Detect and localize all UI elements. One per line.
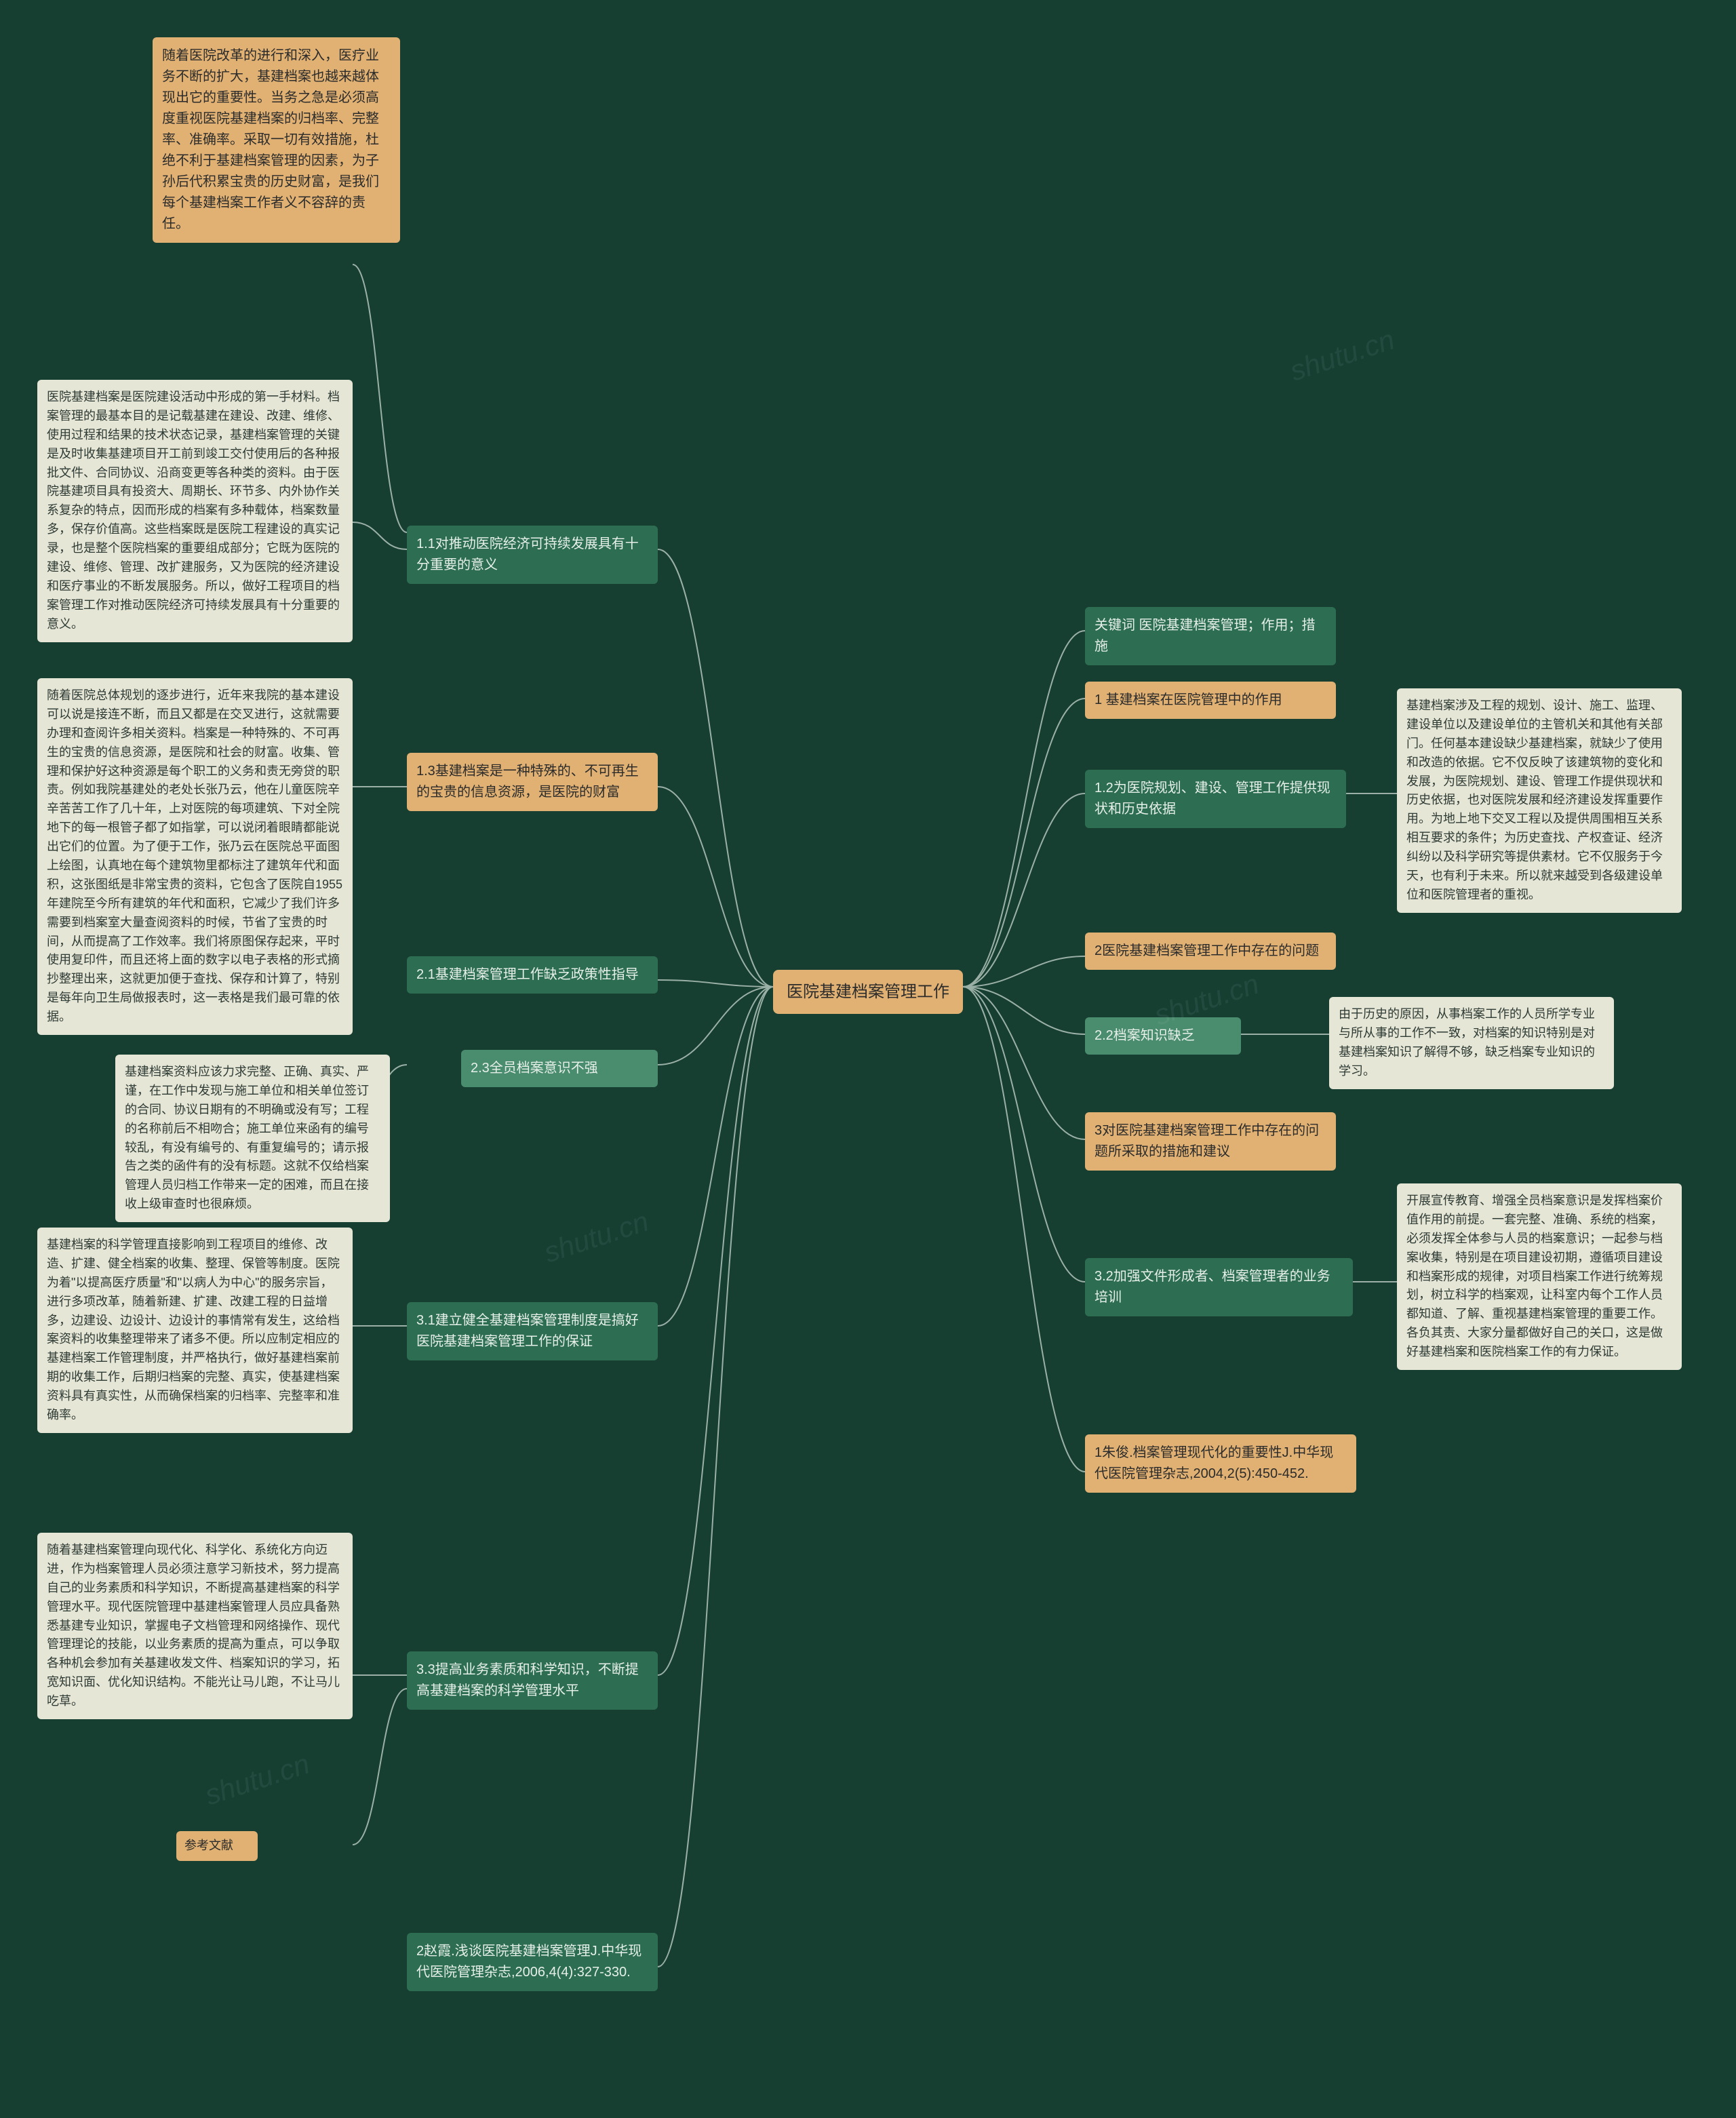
branch-1-1[interactable]: 1.1对推动医院经济可持续发展具有十分重要的意义 — [407, 526, 658, 584]
leaf-3-3-side: 随着基建档案管理向现代化、科学化、系统化方向迈进，作为档案管理人员必须注意学习新… — [37, 1533, 353, 1719]
branch-2-2[interactable]: 2.2档案知识缺乏 — [1085, 1017, 1241, 1055]
watermark: shutu.cn — [1286, 323, 1398, 388]
leaf-3-1-side: 基建档案的科学管理直接影响到工程项目的维修、改造、扩建、健全档案的收集、整理、保… — [37, 1228, 353, 1433]
watermark: shutu.cn — [540, 1205, 652, 1270]
leaf-3-2: 开展宣传教育、增强全员档案意识是发挥档案价值作用的前提。一套完整、准确、系统的档… — [1397, 1183, 1682, 1370]
watermark: shutu.cn — [201, 1748, 313, 1812]
branch-ref1[interactable]: 1朱俊.档案管理现代化的重要性J.中华现代医院管理杂志,2004,2(5):45… — [1085, 1434, 1356, 1493]
branch-1-2[interactable]: 1.2为医院规划、建设、管理工作提供现状和历史依据 — [1085, 770, 1346, 828]
branch-2-1[interactable]: 2.1基建档案管理工作缺乏政策性指导 — [407, 956, 658, 994]
leaf-1-1-side: 医院基建档案是医院建设活动中形成的第一手材料。档案管理的最基本目的是记载基建在建… — [37, 380, 353, 642]
branch-section3[interactable]: 3对医院基建档案管理工作中存在的问题所采取的措施和建议 — [1085, 1112, 1336, 1171]
leaf-1-3-side: 随着医院总体规划的逐步进行，近年来我院的基本建设可以说是接连不断，而且又都是在交… — [37, 678, 353, 1035]
leaf-2-2: 由于历史的原因，从事档案工作的人员所学专业与所从事的工作不一致，对档案的知识特别… — [1329, 997, 1614, 1089]
branch-ref2[interactable]: 2赵霞.浅谈医院基建档案管理J.中华现代医院管理杂志,2006,4(4):327… — [407, 1933, 658, 1991]
branch-keywords[interactable]: 关键词 医院基建档案管理；作用；措施 — [1085, 607, 1336, 665]
branch-1-3[interactable]: 1.3基建档案是一种特殊的、不可再生的宝贵的信息资源，是医院的财富 — [407, 753, 658, 811]
branch-3-2[interactable]: 3.2加强文件形成者、档案管理者的业务培训 — [1085, 1258, 1353, 1316]
leaf-1-1-top: 随着医院改革的进行和深入，医疗业务不断的扩大，基建档案也越来越体现出它的重要性。… — [153, 37, 400, 243]
root-node[interactable]: 医院基建档案管理工作 — [773, 970, 963, 1014]
branch-references[interactable]: 参考文献 — [176, 1831, 258, 1861]
branch-3-1[interactable]: 3.1建立健全基建档案管理制度是搞好医院基建档案管理工作的保证 — [407, 1302, 658, 1360]
branch-3-3[interactable]: 3.3提高业务素质和科学知识，不断提高基建档案的科学管理水平 — [407, 1651, 658, 1710]
branch-section1[interactable]: 1 基建档案在医院管理中的作用 — [1085, 682, 1336, 719]
branch-2-3[interactable]: 2.3全员档案意识不强 — [461, 1050, 658, 1087]
leaf-2-3-side: 基建档案资料应该力求完整、正确、真实、严谨，在工作中发现与施工单位和相关单位签订… — [115, 1055, 390, 1222]
leaf-1-2: 基建档案涉及工程的规划、设计、施工、监理、建设单位以及建设单位的主管机关和其他有… — [1397, 688, 1682, 913]
branch-section2[interactable]: 2医院基建档案管理工作中存在的问题 — [1085, 933, 1336, 970]
